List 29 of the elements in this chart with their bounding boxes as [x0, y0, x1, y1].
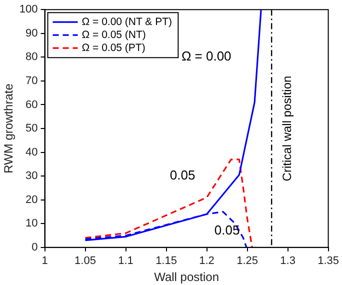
y-tick-label: 100: [19, 4, 38, 16]
y-tick-label: 60: [26, 98, 38, 111]
y-tick-label: 40: [26, 146, 38, 158]
x-tick-label: 1.2: [199, 255, 214, 268]
x-tick-label: 1: [42, 255, 48, 268]
legend-label: Ω = 0.00 (NT & PT): [82, 16, 172, 28]
annotation: Ω = 0.00: [181, 48, 232, 64]
y-tick-label: 80: [26, 51, 38, 64]
y-tick-label: 0: [32, 241, 38, 254]
x-tick-label: 1.1: [118, 255, 134, 268]
annotation: 0.05: [214, 222, 240, 238]
x-tick-label: 1.05: [74, 255, 96, 268]
x-axis-title: Wall postion: [154, 270, 219, 284]
y-tick-label: 70: [26, 74, 38, 87]
y-tick-label: 10: [26, 218, 38, 230]
x-tick-label: 1.25: [236, 255, 258, 268]
x-tick-label: 1.35: [318, 255, 340, 268]
y-tick-label: 20: [26, 194, 38, 206]
x-tick-label: 1.15: [156, 255, 177, 268]
y-axis-title: RWM growthrate: [2, 83, 16, 174]
x-tick-label: 1.3: [280, 255, 296, 268]
y-tick-label: 30: [26, 170, 38, 182]
line-series: [84, 158, 253, 248]
annotation: 0.05: [170, 168, 196, 183]
legend-label: Ω = 0.05 (NT): [82, 28, 146, 41]
y-tick-label: 90: [26, 27, 38, 40]
ref-line-label: Critical wall position: [280, 76, 294, 182]
legend-label: Ω = 0.05 (PT): [82, 42, 146, 54]
y-tick-label: 50: [26, 122, 38, 135]
